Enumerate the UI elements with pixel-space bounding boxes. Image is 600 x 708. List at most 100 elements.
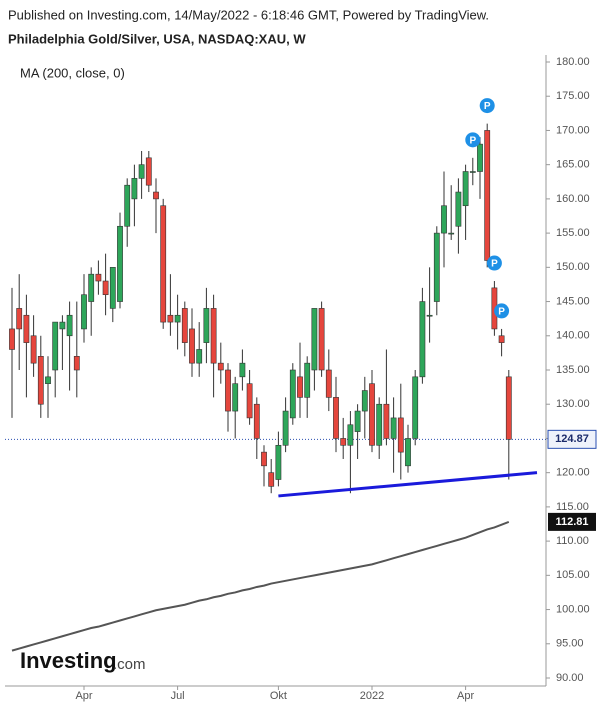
y-tick-label: 150.00 — [556, 261, 590, 273]
y-tick-label: 90.00 — [556, 672, 584, 684]
candle-body — [131, 178, 138, 200]
x-tick-label: Jul — [171, 690, 185, 702]
candle-body — [145, 157, 152, 186]
price-box-label: 124.87 — [555, 433, 589, 445]
pattern-marker — [486, 255, 502, 271]
candle-body — [160, 205, 167, 323]
candle-body — [196, 349, 203, 364]
candle-body — [117, 225, 123, 302]
candle-body — [102, 280, 109, 296]
pattern-marker-label: P — [498, 307, 505, 318]
candle-body — [433, 232, 440, 302]
candle-body — [455, 191, 462, 227]
candle-body — [153, 191, 159, 200]
candle-body — [239, 362, 246, 378]
y-tick-label: 100.00 — [556, 603, 590, 615]
candle-body — [289, 369, 296, 419]
candle-body — [354, 410, 361, 432]
y-tick-label: 135.00 — [556, 364, 590, 376]
candle-body — [225, 369, 231, 412]
candle-body — [210, 308, 217, 364]
candle-body — [73, 356, 80, 371]
candle-body — [448, 232, 455, 235]
candle-body — [81, 294, 87, 330]
pattern-marker — [479, 98, 495, 114]
candle-body — [412, 376, 419, 439]
candle-body — [405, 438, 411, 467]
y-tick-label: 165.00 — [556, 159, 590, 171]
logo-suffix: .com — [113, 656, 146, 673]
y-tick-label: 105.00 — [556, 569, 590, 581]
candle-body — [484, 130, 491, 261]
candle-body — [59, 321, 66, 330]
candle-body — [376, 403, 383, 446]
candle-body — [477, 143, 483, 172]
candle-body — [318, 308, 325, 371]
y-tick-label: 110.00 — [556, 535, 589, 547]
candle-body — [203, 308, 210, 343]
candle-body — [52, 321, 59, 371]
x-tick-label: Apr — [75, 690, 92, 702]
candle-body — [325, 369, 332, 398]
candle-body — [340, 438, 347, 446]
candle-body — [16, 308, 23, 330]
pattern-marker — [465, 132, 481, 148]
y-tick-label: 95.00 — [556, 638, 584, 650]
candle-body — [167, 314, 174, 323]
candle-body — [109, 267, 116, 309]
candle-body — [246, 383, 253, 419]
candle-body — [311, 308, 318, 371]
candle-body — [9, 328, 15, 350]
trendline — [278, 471, 538, 498]
candle-body — [333, 397, 339, 439]
candle-body — [441, 205, 447, 234]
y-tick-label: 120.00 — [556, 467, 590, 479]
candle-body — [383, 403, 390, 439]
ma-box-label: 112.81 — [555, 516, 588, 528]
candle-body — [505, 376, 512, 440]
candle-body — [419, 301, 426, 378]
candle-body — [45, 376, 51, 384]
y-tick-label: 115.00 — [556, 501, 589, 513]
candle-body — [304, 362, 311, 398]
candle-body — [469, 171, 476, 173]
candle-body — [397, 417, 404, 453]
candle-body — [174, 314, 181, 323]
y-tick-label: 155.00 — [556, 227, 590, 239]
candle-body — [189, 328, 195, 364]
y-tick-label: 170.00 — [556, 124, 590, 136]
candle-body — [95, 273, 102, 282]
y-tick-label: 145.00 — [556, 295, 590, 307]
candle-body — [23, 314, 30, 343]
candle-body — [37, 356, 44, 405]
ma-box — [548, 512, 596, 531]
x-tick-label: Okt — [270, 690, 287, 702]
chart-title: Philadelphia Gold/Silver, USA, NASDAQ:XA… — [8, 31, 306, 46]
candle-body — [88, 273, 95, 302]
candle-body — [390, 417, 397, 439]
candle-body — [361, 390, 368, 412]
ma-line — [11, 520, 510, 652]
candle-body — [426, 314, 433, 317]
candle-body — [369, 383, 375, 446]
candle-body — [217, 362, 224, 371]
candle-body — [124, 184, 131, 227]
y-tick-label: 160.00 — [556, 193, 590, 205]
pattern-marker-label: P — [491, 259, 498, 270]
pattern-marker-label: P — [484, 101, 491, 112]
y-tick-label: 130.00 — [556, 398, 590, 410]
pattern-marker-label: P — [469, 135, 476, 146]
candle-body — [138, 164, 145, 179]
y-tick-label: 140.00 — [556, 330, 590, 342]
price-box — [547, 429, 597, 449]
x-tick-label: 2022 — [360, 690, 384, 702]
candle-body — [30, 335, 37, 364]
candle-body — [347, 424, 354, 446]
x-tick-label: Apr — [457, 690, 474, 702]
candle-body — [181, 308, 188, 343]
published-note: Published on Investing.com, 14/May/2022 … — [8, 7, 489, 22]
candle-body — [261, 451, 267, 467]
candle-body — [498, 335, 505, 343]
y-tick-label: 180.00 — [556, 56, 590, 68]
